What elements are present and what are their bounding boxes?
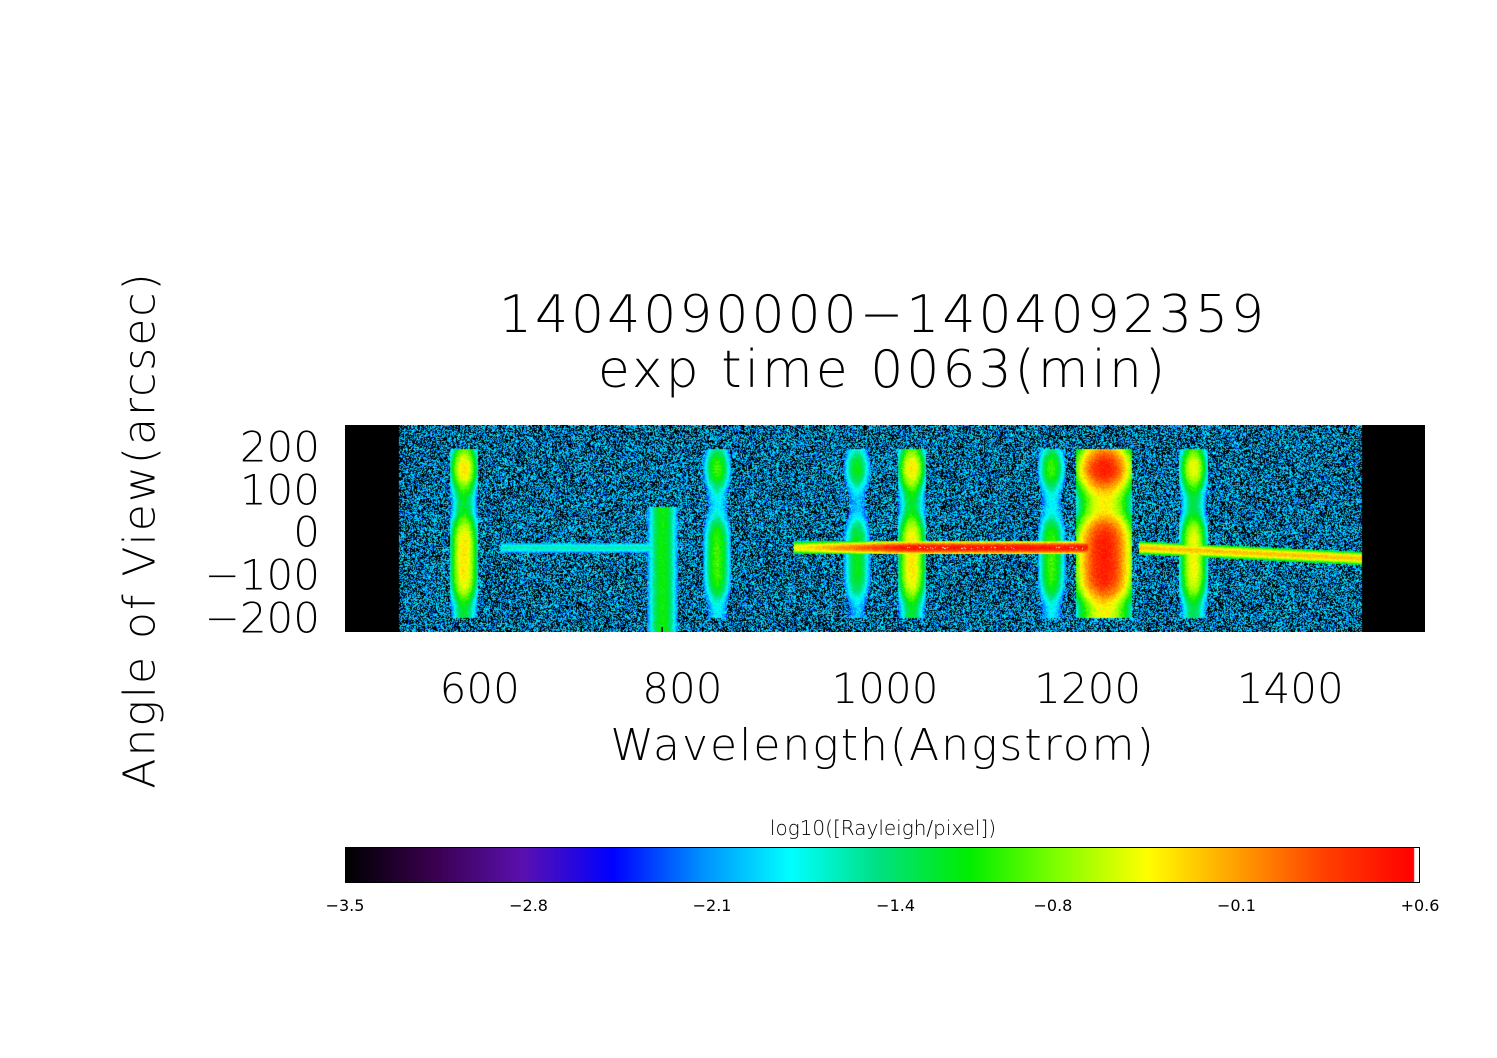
colorbar bbox=[345, 847, 1420, 883]
x-axis-label: Wavelength(Angstrom) bbox=[610, 720, 1156, 771]
colorbar-tick-label: −0.1 bbox=[1217, 896, 1256, 915]
x-tick-label: 800 bbox=[642, 664, 723, 713]
y-tick-label: 100 bbox=[239, 465, 320, 515]
y-axis-label: Angle of View(arcsec) bbox=[114, 271, 166, 789]
colorbar-tick-label: −2.8 bbox=[509, 896, 548, 915]
x-tick-label: 1000 bbox=[831, 664, 939, 713]
colorbar-tick-label: −0.8 bbox=[1033, 896, 1073, 915]
plot-axes bbox=[345, 425, 1425, 632]
x-tick-label: 600 bbox=[439, 664, 520, 713]
chart-title-line-2: exp time 0063(min) bbox=[597, 340, 1169, 400]
x-tick-label: 1200 bbox=[1034, 664, 1142, 713]
y-tick-label: −200 bbox=[204, 593, 320, 643]
y-tick-label: −100 bbox=[204, 550, 320, 600]
colorbar-label: log10([Rayleigh/pixel]) bbox=[769, 816, 997, 840]
spectrum-image bbox=[345, 425, 1425, 632]
colorbar-tick-label: −1.4 bbox=[876, 896, 916, 915]
y-tick-label: 0 bbox=[293, 507, 320, 557]
x-tick-label: 1400 bbox=[1236, 664, 1344, 713]
heatmap-canvas bbox=[345, 425, 1425, 632]
colorbar-tick-label: −2.1 bbox=[692, 896, 732, 915]
chart-title-line-1: 1404090000−1404092359 bbox=[498, 285, 1268, 345]
y-tick-label: 200 bbox=[239, 422, 320, 472]
colorbar-tick-label: +0.6 bbox=[1400, 896, 1440, 915]
colorbar-tick-label: −3.5 bbox=[325, 896, 365, 915]
